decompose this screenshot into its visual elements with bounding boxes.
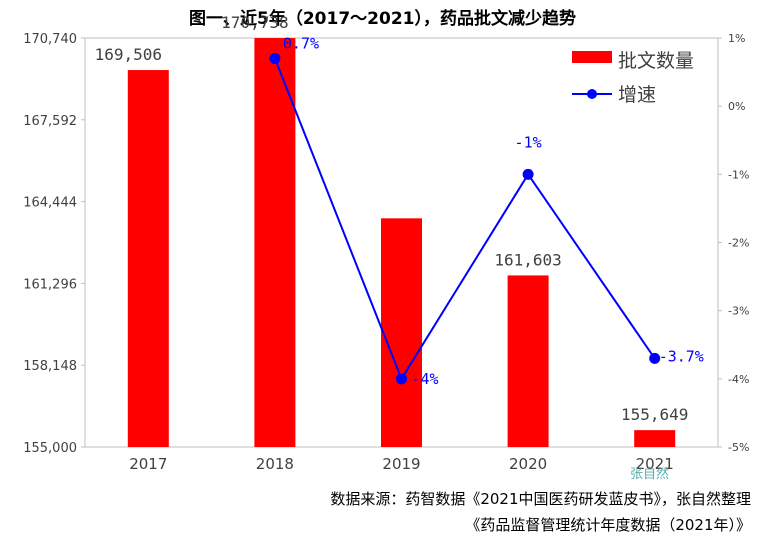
line-point <box>649 352 661 364</box>
x-tick-label: 2021 <box>636 455 674 473</box>
line-data-label: 0.7% <box>283 34 319 52</box>
bar-data-label: 170,738 <box>221 13 288 32</box>
legend-line-label: 增速 <box>618 84 656 106</box>
x-tick-label: 2020 <box>509 455 547 473</box>
bar-data-label: 169,506 <box>95 45 162 64</box>
source-note: 数据来源：药智数据《2021中国医药研发蓝皮书》，张自然整理 <box>330 490 751 508</box>
x-tick-label: 2019 <box>382 455 420 473</box>
bar <box>127 70 169 447</box>
right-tick-label: 1% <box>728 32 745 45</box>
right-tick-label: -1% <box>728 168 749 181</box>
right-tick-label: -4% <box>728 373 749 386</box>
line-data-label: -4% <box>412 370 439 388</box>
left-tick-label: 158,148 <box>23 359 77 374</box>
left-tick-label: 167,592 <box>23 114 77 129</box>
source-note-2: 《药品监督管理统计年度数据（2021年）》 <box>465 516 751 534</box>
x-tick-label: 2018 <box>256 455 294 473</box>
line-data-label: -1% <box>515 133 542 151</box>
chart-title: 图一、近5年（2017～2021），药品批文减少趋势 <box>189 9 576 29</box>
watermark: 张自然 <box>630 467 670 482</box>
bar <box>381 218 422 447</box>
right-tick-label: -5% <box>728 441 749 454</box>
line-point <box>522 168 534 180</box>
left-tick-label: 161,296 <box>23 277 77 292</box>
bar <box>634 430 676 447</box>
legend-bar-label: 批文数量 <box>618 50 694 72</box>
left-tick-label: 170,740 <box>23 32 77 47</box>
bar <box>254 38 296 447</box>
legend-line-marker <box>587 89 597 99</box>
line-point <box>269 52 281 64</box>
bar-data-label: 161,603 <box>494 250 561 269</box>
left-tick-label: 155,000 <box>23 441 77 456</box>
right-tick-label: -3% <box>728 305 749 318</box>
right-tick-label: 0% <box>728 100 745 113</box>
bar-data-label: 155,649 <box>621 405 688 424</box>
left-tick-label: 164,444 <box>23 196 77 211</box>
right-tick-label: -2% <box>728 237 749 250</box>
growth-line <box>273 58 656 382</box>
bar <box>507 275 549 447</box>
x-tick-label: 2017 <box>129 455 167 473</box>
line-point <box>396 373 407 385</box>
line-data-label: -3.7% <box>659 347 704 365</box>
legend-bar-swatch <box>572 51 612 63</box>
